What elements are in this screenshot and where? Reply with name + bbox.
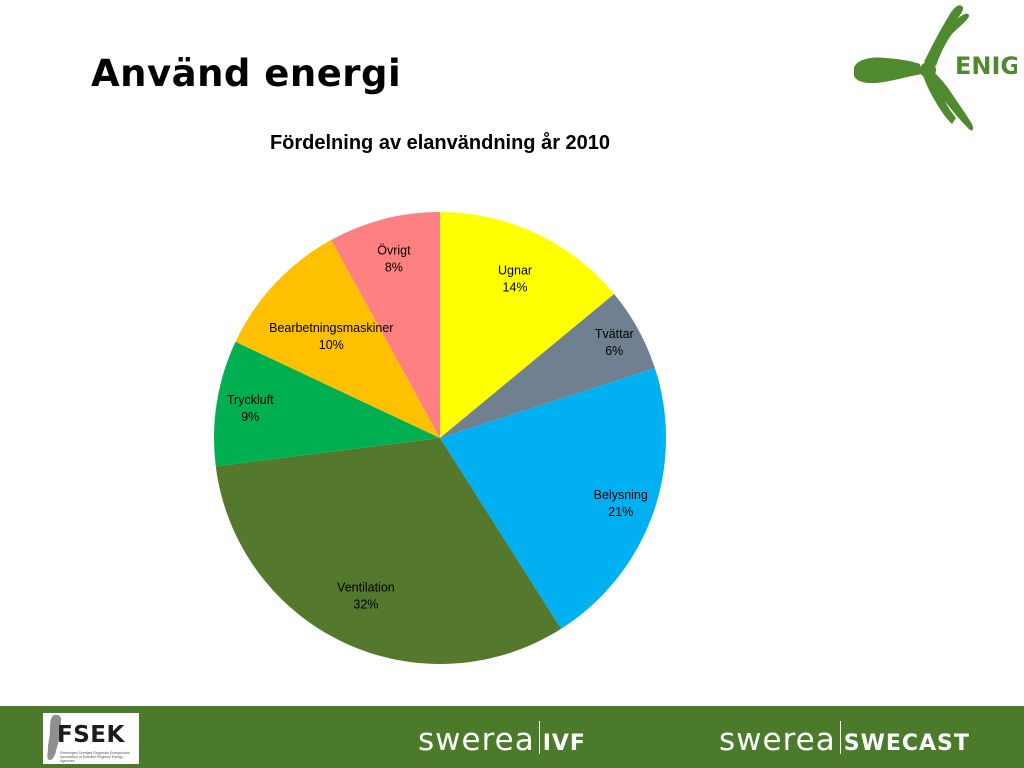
sweden-map-icon bbox=[47, 714, 62, 761]
data-label-belysning: Belysning 21% bbox=[594, 488, 648, 519]
slide-title: Använd energi bbox=[91, 52, 402, 95]
data-label-ovrigt: Övrigt 8% bbox=[377, 244, 411, 275]
swerea-ivf-logo: swerea IVF bbox=[418, 721, 586, 758]
fsek-logo-subtitle: Föreningen Sveriges Regionala Energikont… bbox=[60, 751, 130, 763]
enig-logo-text: ENIG bbox=[955, 52, 1017, 80]
pie-slice-ventilation bbox=[215, 438, 562, 664]
data-label-tryckluft: Tryckluft 9% bbox=[227, 393, 274, 424]
swerea-ivf-name: swerea bbox=[418, 722, 535, 758]
swerea-swecast-name: swerea bbox=[719, 722, 836, 758]
pie-slice-ovrigt bbox=[331, 212, 440, 438]
pie-slice-tryckluft bbox=[213, 341, 440, 467]
data-label-tvattar: Tvättar 6% bbox=[595, 327, 634, 358]
enig-logo: ENIG bbox=[854, 5, 1017, 131]
data-label-bearbetningsmaskiner: Bearbetningsmaskiner 10% bbox=[269, 321, 393, 352]
footer-bar bbox=[0, 706, 1024, 768]
fsek-logo-text: FSEK bbox=[57, 722, 125, 748]
pie-slice-bearbetningsmaskiner bbox=[235, 239, 440, 438]
pie-slice-tvattar bbox=[440, 293, 655, 438]
pie-slice-belysning bbox=[440, 368, 666, 629]
pie-chart: Ugnar 14% Tvättar 6% Belysning 21% Ventilation… bbox=[213, 212, 666, 664]
swerea-swecast-logo: swerea SWECAST bbox=[719, 721, 970, 758]
pie-slice-ugnar bbox=[440, 212, 615, 438]
chart-title: Fördelning av elanvändning år 2010 bbox=[269, 132, 611, 154]
data-label-ugnar: Ugnar 14% bbox=[498, 263, 532, 294]
swerea-swecast-unit: SWECAST bbox=[843, 731, 970, 756]
swerea-ivf-unit: IVF bbox=[542, 731, 586, 756]
data-label-ventilation: Ventilation 32% bbox=[337, 580, 395, 611]
